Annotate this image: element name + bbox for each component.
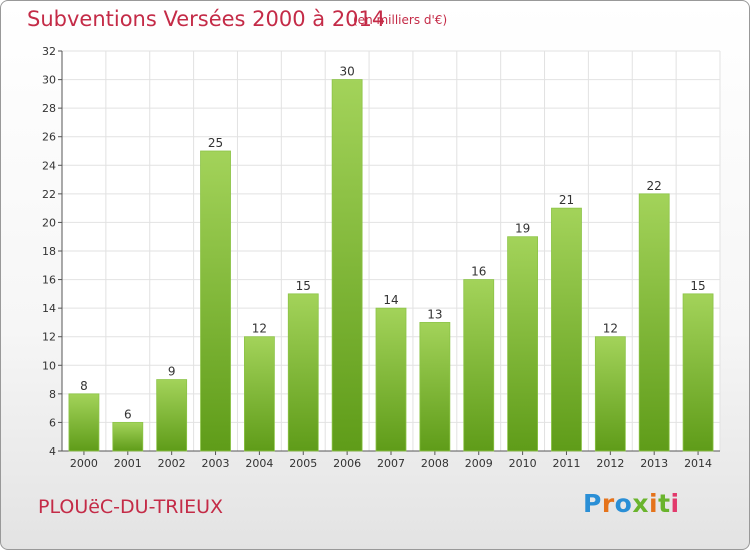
- y-tick-label: 18: [42, 245, 56, 258]
- bar-2009[interactable]: [463, 279, 495, 452]
- x-tick-label-2004: 2004: [245, 457, 273, 470]
- bar-2005[interactable]: [287, 293, 319, 452]
- value-label-2011: 21: [559, 193, 574, 207]
- bar-2007[interactable]: [375, 307, 407, 452]
- proxiti-logo[interactable]: Proxiti: [583, 489, 680, 518]
- bar-2014[interactable]: [682, 293, 714, 452]
- bar-2002[interactable]: [156, 379, 188, 452]
- value-label-2003: 25: [208, 136, 223, 150]
- value-label-2013: 22: [647, 179, 662, 193]
- y-tick-label: 30: [42, 74, 56, 87]
- y-tick-label: 20: [42, 216, 56, 229]
- x-tick-label-2008: 2008: [421, 457, 449, 470]
- y-tick-label: 16: [42, 274, 56, 287]
- value-label-2012: 12: [603, 322, 618, 336]
- bars: [68, 79, 714, 452]
- y-tick-label: 32: [42, 45, 56, 58]
- x-tick-label-2014: 2014: [684, 457, 712, 470]
- logo-letter: i: [649, 489, 659, 518]
- x-tick-label-2009: 2009: [465, 457, 493, 470]
- x-tick-label-2005: 2005: [289, 457, 317, 470]
- x-tick-label-2000: 2000: [70, 457, 98, 470]
- bar-2000[interactable]: [68, 393, 100, 452]
- value-label-2010: 19: [515, 222, 530, 236]
- bar-2004[interactable]: [243, 336, 275, 452]
- y-tick-label: 4: [49, 445, 56, 458]
- x-tick-label-2001: 2001: [114, 457, 142, 470]
- bar-2010[interactable]: [507, 236, 539, 452]
- bar-2012[interactable]: [594, 336, 626, 452]
- bar-2001[interactable]: [112, 422, 144, 452]
- x-tick-label-2006: 2006: [333, 457, 361, 470]
- y-tick-label: 10: [42, 359, 56, 372]
- y-tick-label: 12: [42, 331, 56, 344]
- bar-2008[interactable]: [419, 322, 451, 452]
- logo-letter: o: [614, 489, 633, 518]
- x-tick-label-2013: 2013: [640, 457, 668, 470]
- logo-letter: x: [632, 489, 649, 518]
- value-label-2006: 30: [339, 65, 354, 79]
- value-label-2001: 6: [124, 407, 132, 421]
- y-tick-label: 24: [42, 159, 56, 172]
- logo-letter: r: [601, 489, 615, 518]
- logo-letter: P: [583, 489, 602, 518]
- chart-title: Subventions Versées 2000 à 2014: [27, 7, 386, 31]
- value-label-2014: 15: [690, 279, 705, 293]
- value-label-2002: 9: [168, 365, 176, 379]
- value-label-2004: 12: [252, 322, 267, 336]
- x-tick-label-2011: 2011: [552, 457, 580, 470]
- bar-2013[interactable]: [638, 193, 670, 452]
- y-tick-label: 26: [42, 131, 56, 144]
- y-tick-label: 8: [49, 388, 56, 401]
- y-tick-label: 22: [42, 188, 56, 201]
- logo-letter: i: [670, 489, 680, 518]
- value-label-2009: 16: [471, 265, 486, 279]
- y-tick-label: 14: [42, 302, 56, 315]
- y-tick-label: 6: [49, 416, 56, 429]
- chart-subtitle: (en milliers d'€): [353, 13, 448, 27]
- value-label-2008: 13: [427, 307, 442, 321]
- logo-letter: t: [658, 489, 671, 518]
- value-label-2000: 8: [80, 379, 88, 393]
- bar-2011[interactable]: [551, 207, 582, 452]
- labels: 4 6 8 10 12 14 16 18 20 22 24 26 28 30 32 8 2000 6 2001 9 20…: [42, 45, 712, 470]
- x-tick-label-2012: 2012: [596, 457, 624, 470]
- y-tick-label: 28: [42, 102, 56, 115]
- bar-2003[interactable]: [200, 150, 231, 452]
- x-tick-label-2007: 2007: [377, 457, 405, 470]
- x-tick-label-2003: 2003: [202, 457, 230, 470]
- value-label-2007: 14: [383, 293, 398, 307]
- x-tick-label-2002: 2002: [158, 457, 186, 470]
- x-tick-label-2010: 2010: [509, 457, 537, 470]
- commune-name: PLOUëC-DU-TRIEUX: [38, 496, 224, 518]
- value-label-2005: 15: [296, 279, 311, 293]
- bar-2006[interactable]: [331, 79, 363, 452]
